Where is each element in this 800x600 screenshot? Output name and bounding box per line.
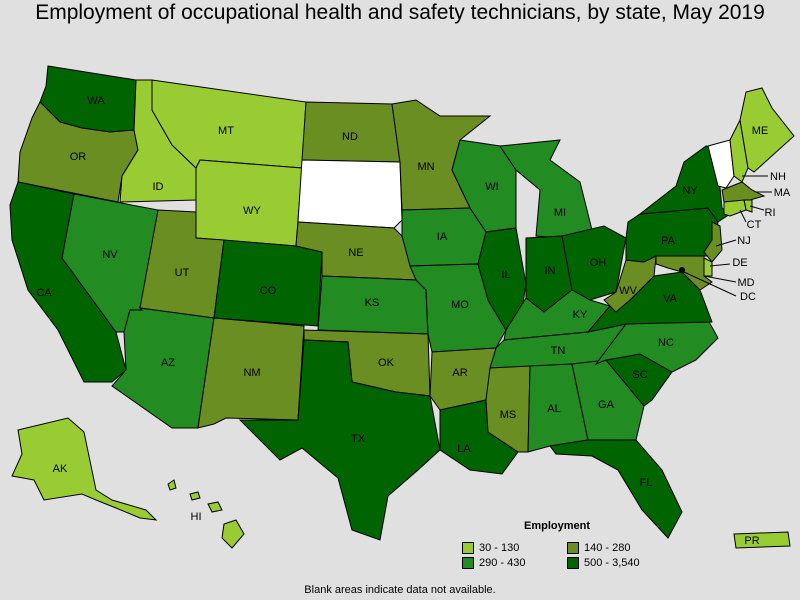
- state-label-oh: OH: [590, 257, 607, 269]
- state-label-mi: MI: [554, 207, 566, 219]
- legend-label: 140 - 280: [584, 541, 631, 554]
- state-label-de: DE: [732, 257, 747, 269]
- state-label-pa: PA: [661, 235, 676, 247]
- state-label-ny: NY: [682, 185, 698, 197]
- state-sd[interactable]: [297, 159, 403, 229]
- legend-swatch: [567, 541, 579, 554]
- legend-item: 290 - 430: [462, 555, 567, 570]
- state-label-mo: MO: [451, 299, 469, 311]
- state-nh[interactable]: [729, 118, 749, 183]
- state-label-pr: PR: [744, 535, 759, 547]
- legend-item: 140 - 280: [567, 540, 652, 555]
- state-label-nj: NJ: [737, 235, 750, 247]
- legend-label: 500 - 3,540: [584, 556, 640, 569]
- state-label-nh: NH: [770, 171, 786, 183]
- state-label-tn: TN: [551, 345, 566, 357]
- state-label-mt: MT: [218, 125, 234, 137]
- state-label-ca: CA: [36, 287, 52, 299]
- legend-label: 290 - 430: [479, 556, 526, 569]
- state-label-ar: AR: [452, 367, 467, 379]
- state-labels: WA OR CA NV ID MT WY UT AZ CO NM ND NE KS OK TX MN IA MO AR…: [36, 95, 791, 547]
- state-label-va: VA: [663, 293, 678, 305]
- state-label-wi: WI: [485, 181, 498, 193]
- state-label-id: ID: [153, 181, 164, 193]
- state-label-ky: KY: [573, 309, 588, 321]
- legend-label: 30 - 130: [479, 541, 520, 554]
- state-label-or: OR: [70, 151, 87, 163]
- state-hi[interactable]: [167, 479, 245, 549]
- state-vt[interactable]: [707, 139, 735, 189]
- state-label-ri: RI: [765, 207, 776, 219]
- state-label-dc: DC: [740, 291, 756, 303]
- state-label-ga: GA: [598, 399, 615, 411]
- state-label-wy: WY: [243, 205, 261, 217]
- state-label-la: LA: [457, 443, 471, 455]
- legend-item: 30 - 130: [462, 540, 567, 555]
- state-label-ma: MA: [774, 187, 791, 199]
- state-label-mn: MN: [417, 161, 434, 173]
- state-label-wv: WV: [619, 285, 637, 297]
- legend: Employment 30 - 130 140 - 280 290 - 430 …: [462, 520, 652, 570]
- state-label-wa: WA: [87, 95, 105, 107]
- leader-lines: [683, 175, 772, 297]
- state-me[interactable]: [739, 87, 795, 173]
- state-label-ct: CT: [747, 219, 762, 231]
- state-label-sc: SC: [632, 369, 647, 381]
- map-title: Employment of occupational health and sa…: [35, 1, 765, 24]
- state-ak[interactable]: [11, 417, 158, 521]
- legend-swatch: [462, 541, 474, 554]
- state-label-me: ME: [752, 125, 769, 137]
- state-tx[interactable]: [238, 339, 441, 541]
- state-pr[interactable]: [733, 531, 791, 549]
- state-label-ia: IA: [437, 231, 448, 243]
- state-co[interactable]: [213, 239, 323, 327]
- state-label-il: IL: [501, 269, 510, 281]
- legend-item: 500 - 3,540: [567, 555, 652, 570]
- state-label-fl: FL: [640, 477, 653, 489]
- dc-marker: [679, 267, 685, 273]
- legend-swatch: [462, 556, 474, 569]
- state-wy[interactable]: [195, 159, 303, 247]
- state-label-ut: UT: [175, 267, 190, 279]
- state-label-ak: AK: [53, 463, 68, 475]
- footnote: Blank areas indicate data not available.: [304, 584, 496, 596]
- state-label-tx: TX: [351, 433, 366, 445]
- state-label-ms: MS: [500, 409, 517, 421]
- state-label-nc: NC: [658, 337, 674, 349]
- legend-swatch: [567, 556, 579, 569]
- state-label-md: MD: [737, 277, 754, 289]
- state-label-ok: OK: [378, 357, 395, 369]
- state-label-ne: NE: [348, 247, 363, 259]
- state-ct[interactable]: [723, 199, 747, 217]
- state-label-hi: HI: [191, 511, 202, 523]
- state-label-in: IN: [545, 265, 556, 277]
- legend-title: Employment: [523, 520, 590, 532]
- state-label-nm: NM: [243, 367, 260, 379]
- state-label-nv: NV: [102, 249, 118, 261]
- state-label-al: AL: [547, 403, 560, 415]
- state-label-ks: KS: [365, 297, 380, 309]
- state-fl[interactable]: [549, 439, 683, 539]
- state-md[interactable]: [655, 255, 713, 291]
- state-label-nd: ND: [342, 131, 358, 143]
- state-label-co: CO: [260, 285, 277, 297]
- state-nm[interactable]: [197, 317, 305, 429]
- state-label-az: AZ: [161, 357, 175, 369]
